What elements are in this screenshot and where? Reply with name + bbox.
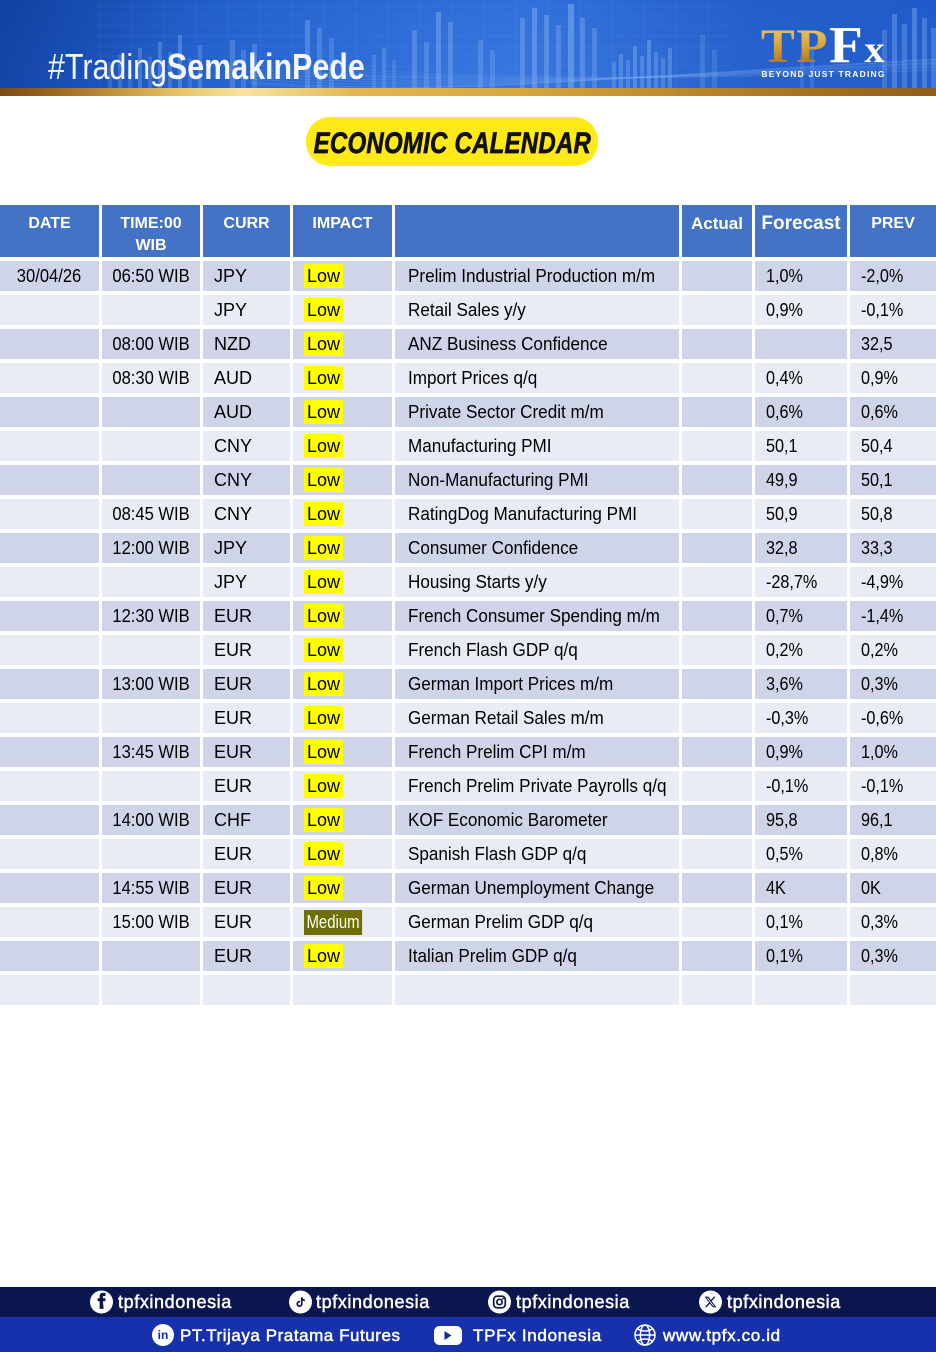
svg-text:in: in <box>158 1328 169 1342</box>
